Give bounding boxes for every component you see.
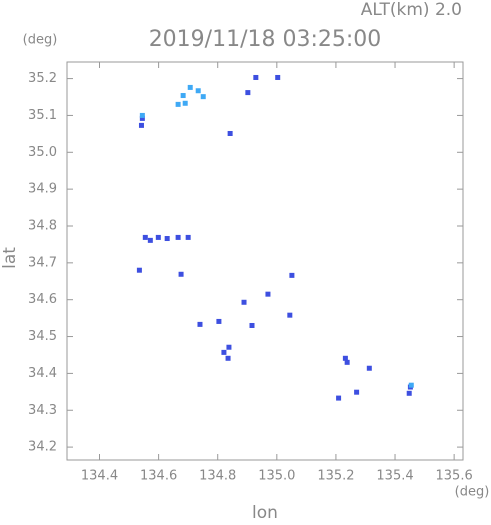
echo-point: [225, 355, 231, 361]
echo-point: [197, 321, 203, 327]
echo-point: [366, 365, 372, 371]
echo-point: [147, 237, 153, 243]
chart-subtitle: ALT(km) 2.0: [361, 0, 462, 20]
y-tick-label: 35.2: [28, 71, 57, 86]
echo-point: [245, 90, 251, 96]
echo-point: [139, 115, 145, 121]
echo-point: [182, 100, 188, 106]
y-tick-label: 34.2: [28, 440, 57, 455]
echo-point: [136, 267, 142, 273]
x-tick-label: 135.4: [376, 469, 413, 484]
echo-point: [265, 291, 271, 297]
echo-point: [354, 389, 360, 395]
echo-point: [408, 382, 414, 388]
x-tick-label: 134.6: [140, 469, 177, 484]
chart-title: 2019/11/18 03:25:00: [149, 27, 382, 52]
echo-point: [227, 130, 233, 136]
echo-point: [142, 234, 148, 240]
echo-point: [221, 349, 227, 355]
y-tick-label: 34.4: [28, 366, 57, 381]
echo-point: [336, 395, 342, 401]
echo-point: [138, 122, 144, 128]
echo-point: [287, 312, 293, 318]
echo-point: [275, 74, 281, 80]
x-tick-label: 135.2: [317, 469, 354, 484]
y-axis-label: lat: [0, 247, 20, 269]
echo-point: [175, 101, 181, 107]
echo-point: [139, 112, 145, 118]
x-tick-label: 134.8: [199, 469, 236, 484]
y-tick-label: 34.9: [28, 182, 57, 197]
echo-point: [200, 94, 206, 100]
echo-point: [342, 355, 348, 361]
x-unit: (deg): [455, 485, 490, 500]
y-tick-label: 34.3: [28, 403, 57, 418]
y-tick-label: 34.8: [28, 218, 57, 233]
x-tick-label: 135.0: [258, 469, 295, 484]
y-unit: (deg): [23, 33, 58, 48]
y-tick-label: 35.0: [28, 145, 57, 160]
echo-point: [195, 88, 201, 94]
echo-point: [249, 322, 255, 328]
y-tick-label: 34.7: [28, 255, 57, 270]
echo-point: [155, 234, 161, 240]
echo-point: [178, 271, 184, 277]
echo-point: [241, 299, 247, 305]
x-tick-label: 134.4: [81, 469, 118, 484]
y-tick-label: 34.5: [28, 329, 57, 344]
echo-point: [175, 234, 181, 240]
echo-point: [226, 344, 232, 350]
echo-point: [164, 236, 170, 242]
x-axis-label: lon: [252, 503, 278, 521]
echo-point: [185, 234, 191, 240]
echo-point: [344, 359, 350, 365]
x-tick-label: 135.6: [436, 469, 473, 484]
echo-point: [406, 390, 412, 396]
y-tick-label: 34.6: [28, 292, 57, 307]
echo-point: [180, 93, 186, 99]
echo-point: [187, 84, 193, 90]
echo-point: [289, 272, 295, 278]
echo-point: [216, 318, 222, 324]
y-tick-label: 35.1: [28, 108, 57, 123]
echo-point: [253, 74, 259, 80]
plot-frame: [66, 61, 464, 461]
